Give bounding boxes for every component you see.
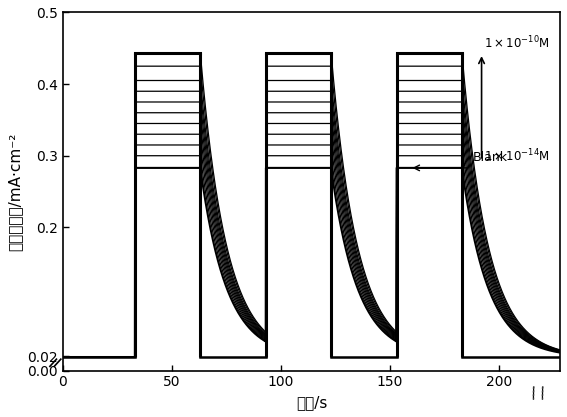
Text: /: / <box>538 387 547 402</box>
Text: Blank: Blank <box>473 151 508 164</box>
Text: $1\times10^{-14}$M: $1\times10^{-14}$M <box>484 148 549 164</box>
X-axis label: 时间/s: 时间/s <box>296 395 327 410</box>
Text: $1\times10^{-10}$M: $1\times10^{-10}$M <box>484 35 549 51</box>
Y-axis label: 光电流密度/mA·cm⁻²: 光电流密度/mA·cm⁻² <box>7 132 22 251</box>
Text: /: / <box>530 387 538 402</box>
